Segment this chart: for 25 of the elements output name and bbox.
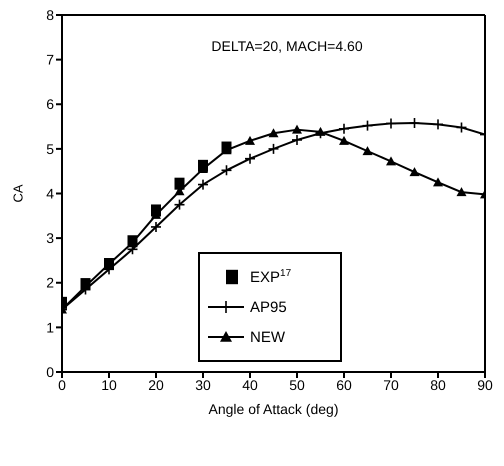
y-tick-label: 0 xyxy=(46,364,54,380)
y-tick-label: 6 xyxy=(46,96,54,112)
y-tick-label: 7 xyxy=(46,52,54,68)
y-tick-label: 5 xyxy=(46,140,54,157)
legend-label: EXP$^{17}$ xyxy=(250,268,292,286)
x-tick-label: 40 xyxy=(242,376,258,393)
annotation: DELTA=20, MACH=4.60 xyxy=(210,38,364,54)
y-tick-label: 4 xyxy=(46,185,54,202)
x-axis-title: Angle of Attack (deg) xyxy=(208,401,338,417)
y-tick-label: 2 xyxy=(46,274,54,291)
x-tick-label: 90 xyxy=(477,376,493,393)
x-tick-label: 10 xyxy=(101,376,117,393)
x-tick-label: 80 xyxy=(430,376,446,393)
x-tick-label: 30 xyxy=(195,376,211,393)
y-tick-label: 1 xyxy=(46,319,54,336)
x-tick-label: 50 xyxy=(289,376,305,393)
y-axis-title: CA xyxy=(10,184,26,203)
x-tick-label: 20 xyxy=(148,376,164,393)
x-tick-label: 70 xyxy=(383,376,399,393)
y-tick-label: 8 xyxy=(46,6,54,23)
y-tick-label: 3 xyxy=(46,230,54,246)
legend-label: NEW xyxy=(250,328,285,346)
x-tick-label: 60 xyxy=(336,376,352,393)
legend-label: AP95 xyxy=(250,298,287,316)
x-tick-label: 0 xyxy=(58,376,66,393)
